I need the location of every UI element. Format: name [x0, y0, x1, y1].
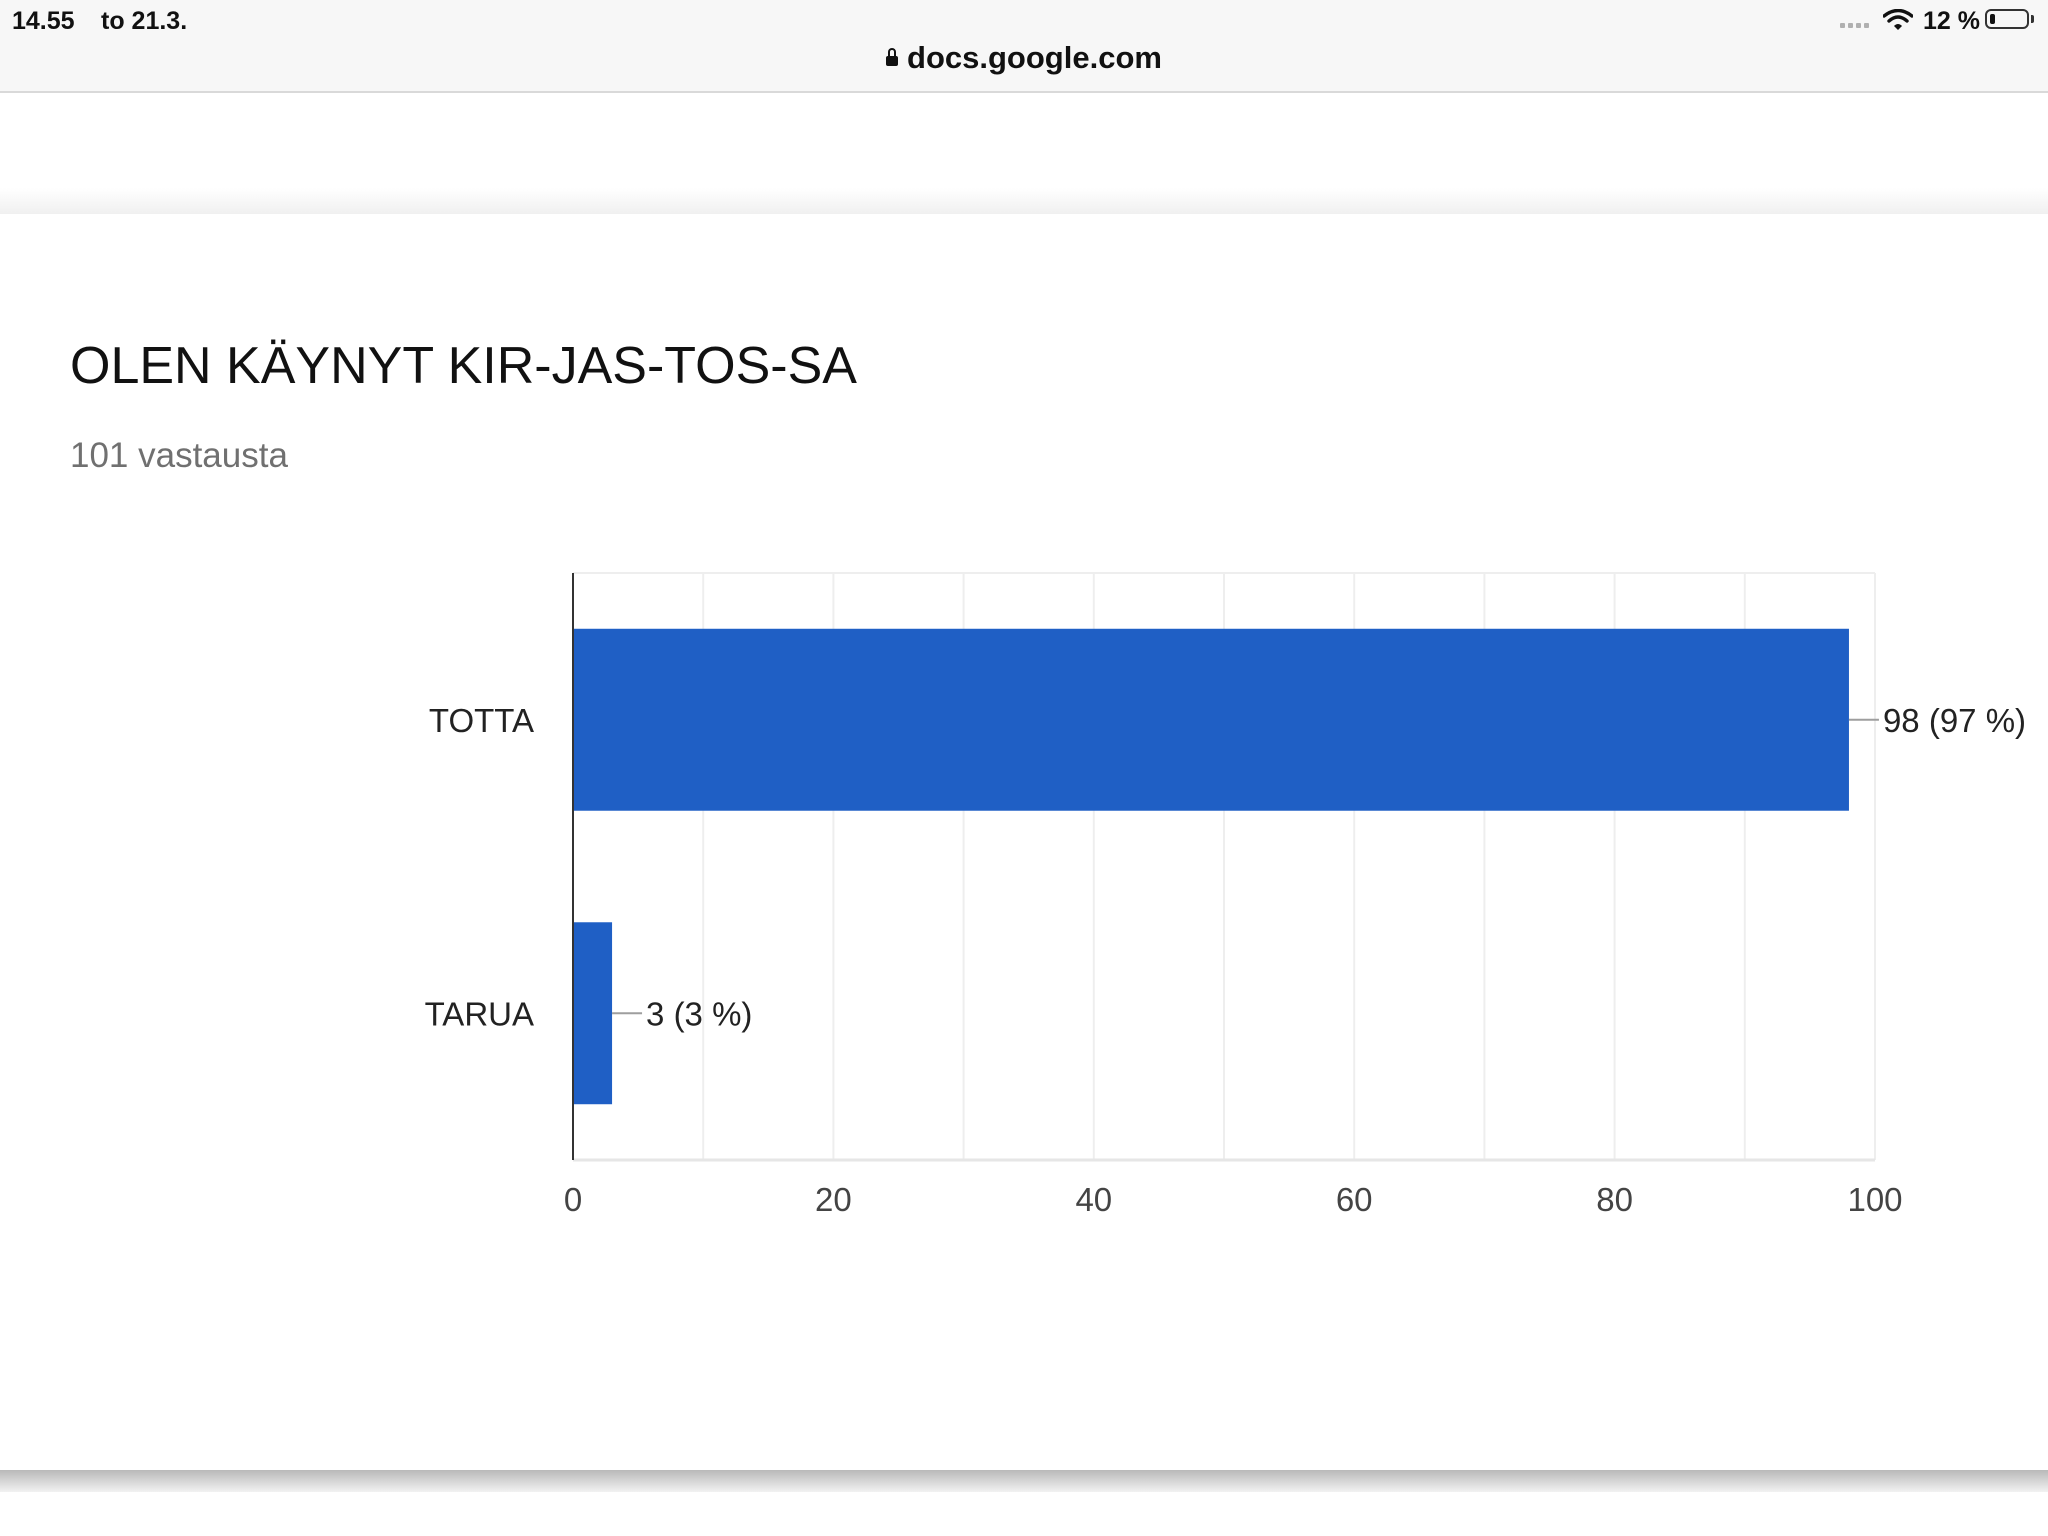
question-card — [0, 214, 2048, 1470]
x-tick-label-100: 100 — [1847, 1181, 1902, 1218]
signal-icon — [1840, 12, 1876, 28]
lock-icon — [886, 48, 899, 66]
data-label-tarua: 3 (3 %) — [646, 995, 752, 1032]
card-bottom-shadow — [0, 1470, 2048, 1492]
question-title: OLEN KÄYNYT KIR-JAS-TOS-SA — [70, 337, 857, 395]
data-label-totta: 98 (97 %) — [1883, 702, 2026, 739]
x-tick-label-60: 60 — [1336, 1181, 1373, 1218]
category-label-totta: TOTTA — [429, 702, 534, 739]
chart-leader-lines — [612, 718, 1879, 1015]
x-tick-label-20: 20 — [815, 1181, 852, 1218]
url-text: docs.google.com — [907, 40, 1162, 75]
bar-totta — [573, 628, 1849, 811]
status-time: 14.55 — [12, 7, 75, 35]
x-tick-label-0: 0 — [564, 1181, 582, 1218]
x-tick-labels: 0 20 40 60 80 100 — [564, 1181, 1903, 1218]
category-labels: TOTTA TARUA — [425, 702, 534, 1033]
battery-percentage: 12 % — [1923, 7, 1980, 35]
data-labels: 98 (97 %) 3 (3 %) — [646, 702, 2026, 1033]
response-count: 101 vastausta — [70, 436, 288, 475]
page-below-card — [0, 1492, 2048, 1536]
category-label-tarua: TARUA — [425, 995, 534, 1032]
bar-tarua — [573, 922, 613, 1105]
browser-top-bar: 14.55 to 21.3. docs.google.com 12 % — [0, 0, 2048, 93]
x-tick-label-40: 40 — [1075, 1181, 1112, 1218]
page-divider — [0, 188, 2048, 214]
x-tick-label-80: 80 — [1596, 1181, 1633, 1218]
battery-tip — [2031, 15, 2034, 23]
chart-bars — [573, 628, 1849, 1105]
status-date: to 21.3. — [101, 7, 188, 35]
battery-icon — [1985, 9, 2029, 29]
wifi-icon — [1883, 9, 1913, 30]
address-bar[interactable]: docs.google.com — [0, 40, 2048, 76]
